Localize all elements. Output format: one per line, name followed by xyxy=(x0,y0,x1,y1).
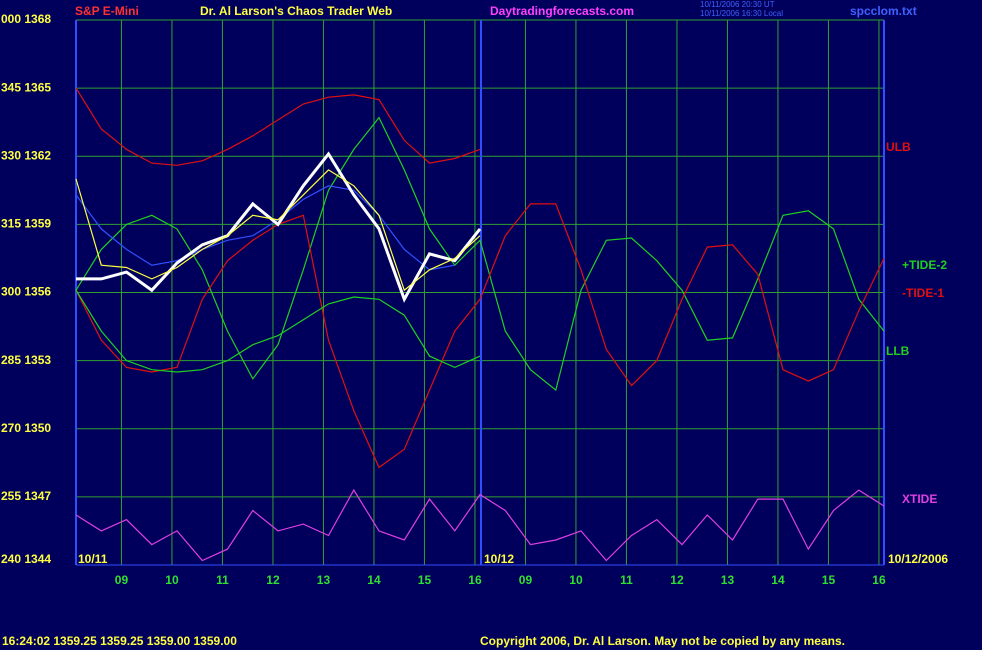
series-line xyxy=(75,488,885,562)
x-tick-label: 09 xyxy=(115,573,129,587)
stamp: 10/11/2006 16:30 Local xyxy=(700,9,783,18)
y-tick-label: 000 1368 xyxy=(1,12,51,26)
x-tick-label: 15 xyxy=(822,573,836,587)
x-tick-label: 14 xyxy=(771,573,785,587)
quote: 16:24:02 1359.25 1359.25 1359.00 1359.00 xyxy=(2,634,237,648)
x-tick-label: 12 xyxy=(670,573,684,587)
series-label: XTIDE xyxy=(902,492,937,506)
series-line xyxy=(75,116,885,392)
series-line xyxy=(75,169,481,292)
series-label: -TIDE-1 xyxy=(902,286,944,300)
chart-title: Dr. Al Larson's Chaos Trader Web xyxy=(200,4,392,18)
x-tick-label: 10 xyxy=(165,573,179,587)
symbol: S&P E-Mini xyxy=(75,4,139,18)
x-tick-label: 12 xyxy=(266,573,280,587)
x-tick-label: 15 xyxy=(418,573,432,587)
series-line xyxy=(75,87,481,166)
y-tick-label: 330 1362 xyxy=(1,148,51,162)
y-tick-label: 345 1365 xyxy=(1,80,51,94)
y-tick-label: 300 1356 xyxy=(1,285,51,299)
x-tick-label: 16 xyxy=(468,573,482,587)
x-tick-label: 16 xyxy=(872,573,886,587)
series-line xyxy=(75,185,455,271)
y-tick-label: 285 1353 xyxy=(1,353,51,367)
series-label: +TIDE-2 xyxy=(902,258,947,272)
series-line xyxy=(75,203,885,469)
x-tick-label: 13 xyxy=(721,573,735,587)
site: Daytradingforecasts.com xyxy=(490,4,634,18)
day-label: 10/12/2006 xyxy=(888,552,948,566)
x-tick-label: 11 xyxy=(216,573,229,587)
y-tick-label: 270 1350 xyxy=(1,421,51,435)
y-tick-label: 240 1344 xyxy=(1,552,51,566)
x-tick-label: 10 xyxy=(569,573,583,587)
x-tick-label: 13 xyxy=(317,573,331,587)
stamp: 10/11/2006 20:30 UT xyxy=(700,0,775,9)
copyright: Copyright 2006, Dr. Al Larson. May not b… xyxy=(480,634,845,648)
series-label: LLB xyxy=(886,344,910,358)
series-line xyxy=(75,289,481,373)
x-tick-label: 11 xyxy=(620,573,633,587)
series-label: ULB xyxy=(886,140,911,154)
file-name: spcclom.txt xyxy=(850,4,917,18)
day-label: 10/12 xyxy=(484,552,514,566)
x-tick-label: 14 xyxy=(367,573,381,587)
y-tick-label: 255 1347 xyxy=(1,489,51,503)
x-tick-label: 09 xyxy=(519,573,533,587)
y-tick-label: 315 1359 xyxy=(1,217,51,231)
day-label: 10/11 xyxy=(78,552,108,566)
